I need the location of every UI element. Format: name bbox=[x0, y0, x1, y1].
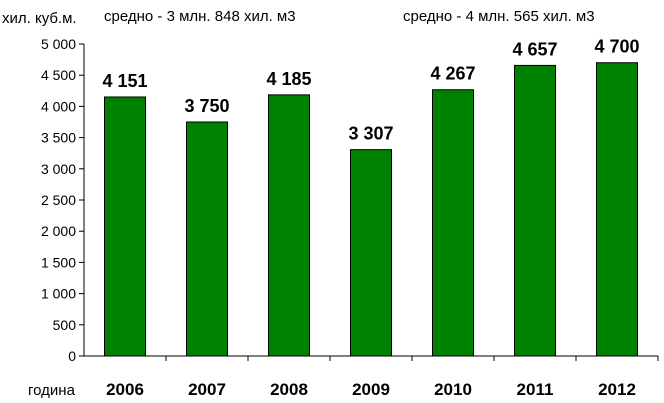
y-tick-label: 3 500 bbox=[41, 130, 76, 146]
y-tick-label: 4 500 bbox=[41, 67, 76, 83]
y-tick-label: 4 000 bbox=[41, 98, 76, 114]
data-label-2011: 4 657 bbox=[512, 39, 557, 59]
axes bbox=[83, 44, 658, 357]
bar-2006 bbox=[104, 96, 146, 357]
category-label-2012: 2012 bbox=[598, 380, 636, 399]
data-label-2006: 4 151 bbox=[102, 71, 147, 91]
y-tick-label: 5 000 bbox=[41, 36, 76, 52]
y-tick-label: 3 000 bbox=[41, 161, 76, 177]
y-axis-unit-label: хил. куб.м. bbox=[2, 10, 77, 27]
y-tick-label: 500 bbox=[53, 317, 77, 333]
bar-2011 bbox=[514, 64, 556, 357]
category-label-2008: 2008 bbox=[270, 380, 308, 399]
average-note-right: средно - 4 млн. 565 хил. м3 bbox=[403, 8, 595, 25]
data-label-2008: 4 185 bbox=[266, 69, 311, 89]
category-label-2007: 2007 bbox=[188, 380, 226, 399]
y-tick-label: 1 500 bbox=[41, 254, 76, 270]
category-label-2009: 2009 bbox=[352, 380, 390, 399]
bar-2007 bbox=[186, 121, 228, 357]
y-tick-label: 2 000 bbox=[41, 223, 76, 239]
bar-2008 bbox=[268, 94, 310, 357]
x-axis-label: година bbox=[28, 382, 76, 399]
category-label-2010: 2010 bbox=[434, 380, 472, 399]
data-label-2010: 4 267 bbox=[430, 64, 475, 84]
bar-2012 bbox=[596, 62, 638, 357]
data-label-2009: 3 307 bbox=[348, 124, 393, 144]
y-tick-label: 0 bbox=[68, 348, 76, 364]
bars: 4 151 2006 3 750 2007 4 185 2008 3 307 2009 4 26… bbox=[102, 37, 659, 399]
data-label-2012: 4 700 bbox=[594, 37, 639, 57]
bar-2010 bbox=[432, 89, 474, 357]
category-label-2006: 2006 bbox=[106, 380, 144, 399]
y-axis-ticks: 0 500 1 000 1 500 2 000 2 500 3 000 3 500 4 000 4… bbox=[41, 36, 84, 364]
y-tick-label: 1 000 bbox=[41, 286, 76, 302]
y-tick-label: 2 500 bbox=[41, 192, 76, 208]
category-label-2011: 2011 bbox=[517, 380, 554, 399]
bar-2009 bbox=[350, 149, 392, 357]
data-label-2007: 3 750 bbox=[184, 96, 229, 116]
average-note-left: средно - 3 млн. 848 хил. м3 bbox=[104, 8, 296, 25]
